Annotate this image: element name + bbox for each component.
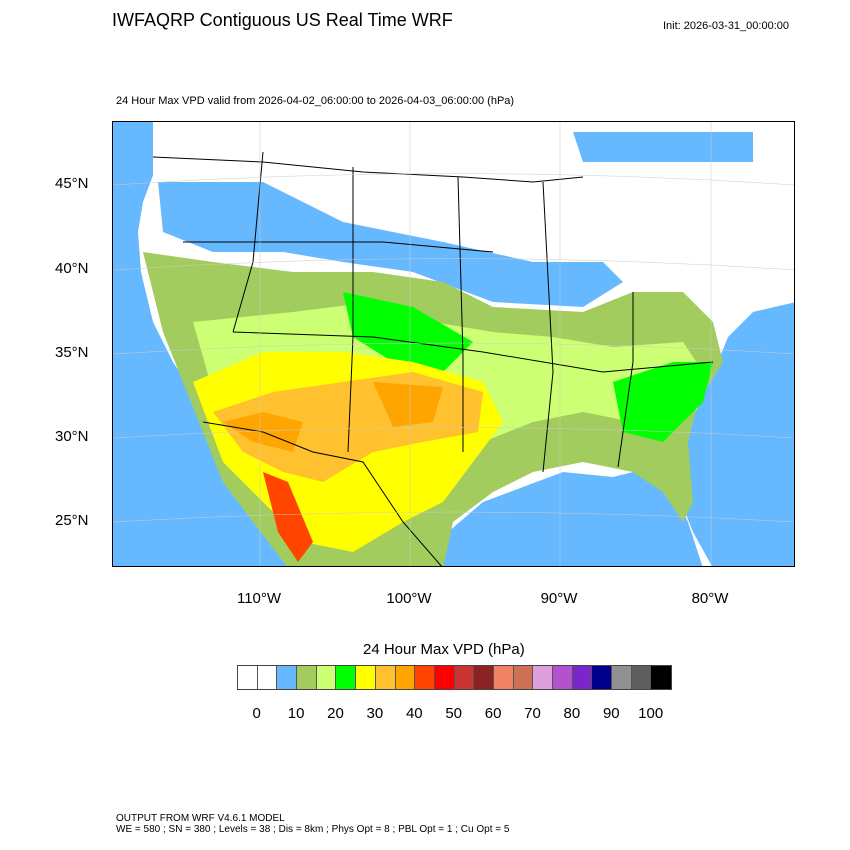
lon-label: 80°W	[691, 590, 729, 607]
lat-label: 25°N	[55, 512, 89, 529]
colorbar-swatch	[434, 666, 455, 689]
green-zone	[343, 292, 473, 372]
colorbar-tick-label: 50	[445, 705, 463, 722]
colorbar-swatch	[592, 666, 613, 689]
lon-label: 110°W	[236, 590, 282, 607]
plot-subtitle: 24 Hour Max VPD valid from 2026-04-02_06…	[116, 95, 515, 107]
colorbar	[237, 665, 673, 690]
lat-label: 30°N	[55, 428, 89, 445]
colorbar-swatch	[513, 666, 534, 689]
plot-title: IWFAQRP Contiguous US Real Time WRF	[112, 10, 453, 30]
colorbar-tick-label: 10	[287, 705, 305, 722]
darkorange-zone	[223, 382, 443, 452]
colorbar-swatch	[415, 666, 435, 689]
colorbar-tick-label: 30	[366, 705, 384, 722]
gulf-of-mexico	[443, 467, 703, 566]
colorbar-title: 24 Hour Max VPD (hPa)	[363, 641, 525, 658]
atlantic-ocean	[673, 302, 794, 566]
blue-north	[158, 182, 623, 307]
colorbar-swatch	[316, 666, 337, 689]
colorbar-swatch	[651, 666, 672, 689]
blue-topstrip	[573, 132, 753, 162]
colorbar-swatch	[356, 666, 376, 689]
lon-label: 100°W	[386, 590, 432, 607]
pacific-ocean	[113, 122, 287, 566]
colorbar-swatch	[474, 666, 494, 689]
state-boundaries	[152, 151, 714, 566]
green-east	[613, 362, 713, 442]
colorbar-swatch	[336, 666, 357, 689]
colorbar-swatch	[631, 666, 652, 689]
graticule	[113, 122, 794, 566]
colorbar-swatch	[395, 666, 416, 689]
colorbar-tick-label: 60	[484, 705, 502, 722]
colorbar-swatch	[257, 666, 278, 689]
colorbar-swatch	[277, 666, 298, 689]
footer-model: OUTPUT FROM WRF V4.6.1 MODEL	[116, 813, 285, 824]
colorbar-swatch	[375, 666, 396, 689]
footer-config: WE = 580 ; SN = 380 ; Levels = 38 ; Dis …	[116, 824, 510, 835]
lat-label: 35°N	[55, 344, 89, 361]
colorbar-tick-label: 70	[524, 705, 541, 722]
colorbar-tick-label: 0	[252, 705, 261, 722]
colorbar-tick-label: 20	[327, 705, 344, 722]
colorbar-swatch	[533, 666, 553, 689]
colorbar-swatch	[553, 666, 573, 689]
colorbar-swatch	[612, 666, 632, 689]
colorbar-swatch	[238, 666, 258, 689]
colorbar-swatch	[297, 666, 317, 689]
colorbar-swatch	[493, 666, 514, 689]
red-zone	[263, 472, 313, 562]
colorbar-tick-label: 80	[563, 705, 581, 722]
colorbar-swatch	[572, 666, 593, 689]
init-time: Init: 2026-03-31_00:00:00	[663, 20, 789, 32]
map-canvas	[113, 122, 794, 566]
lat-label: 40°N	[55, 260, 89, 277]
colorbar-swatch	[454, 666, 475, 689]
lon-label: 90°W	[540, 590, 578, 607]
colorbar-tick-label: 100	[638, 705, 664, 722]
colorbar-tick-label: 40	[405, 705, 423, 722]
vpd-map	[112, 121, 795, 567]
colorbar-tick-label: 90	[602, 705, 620, 722]
lat-label: 45°N	[55, 175, 89, 192]
